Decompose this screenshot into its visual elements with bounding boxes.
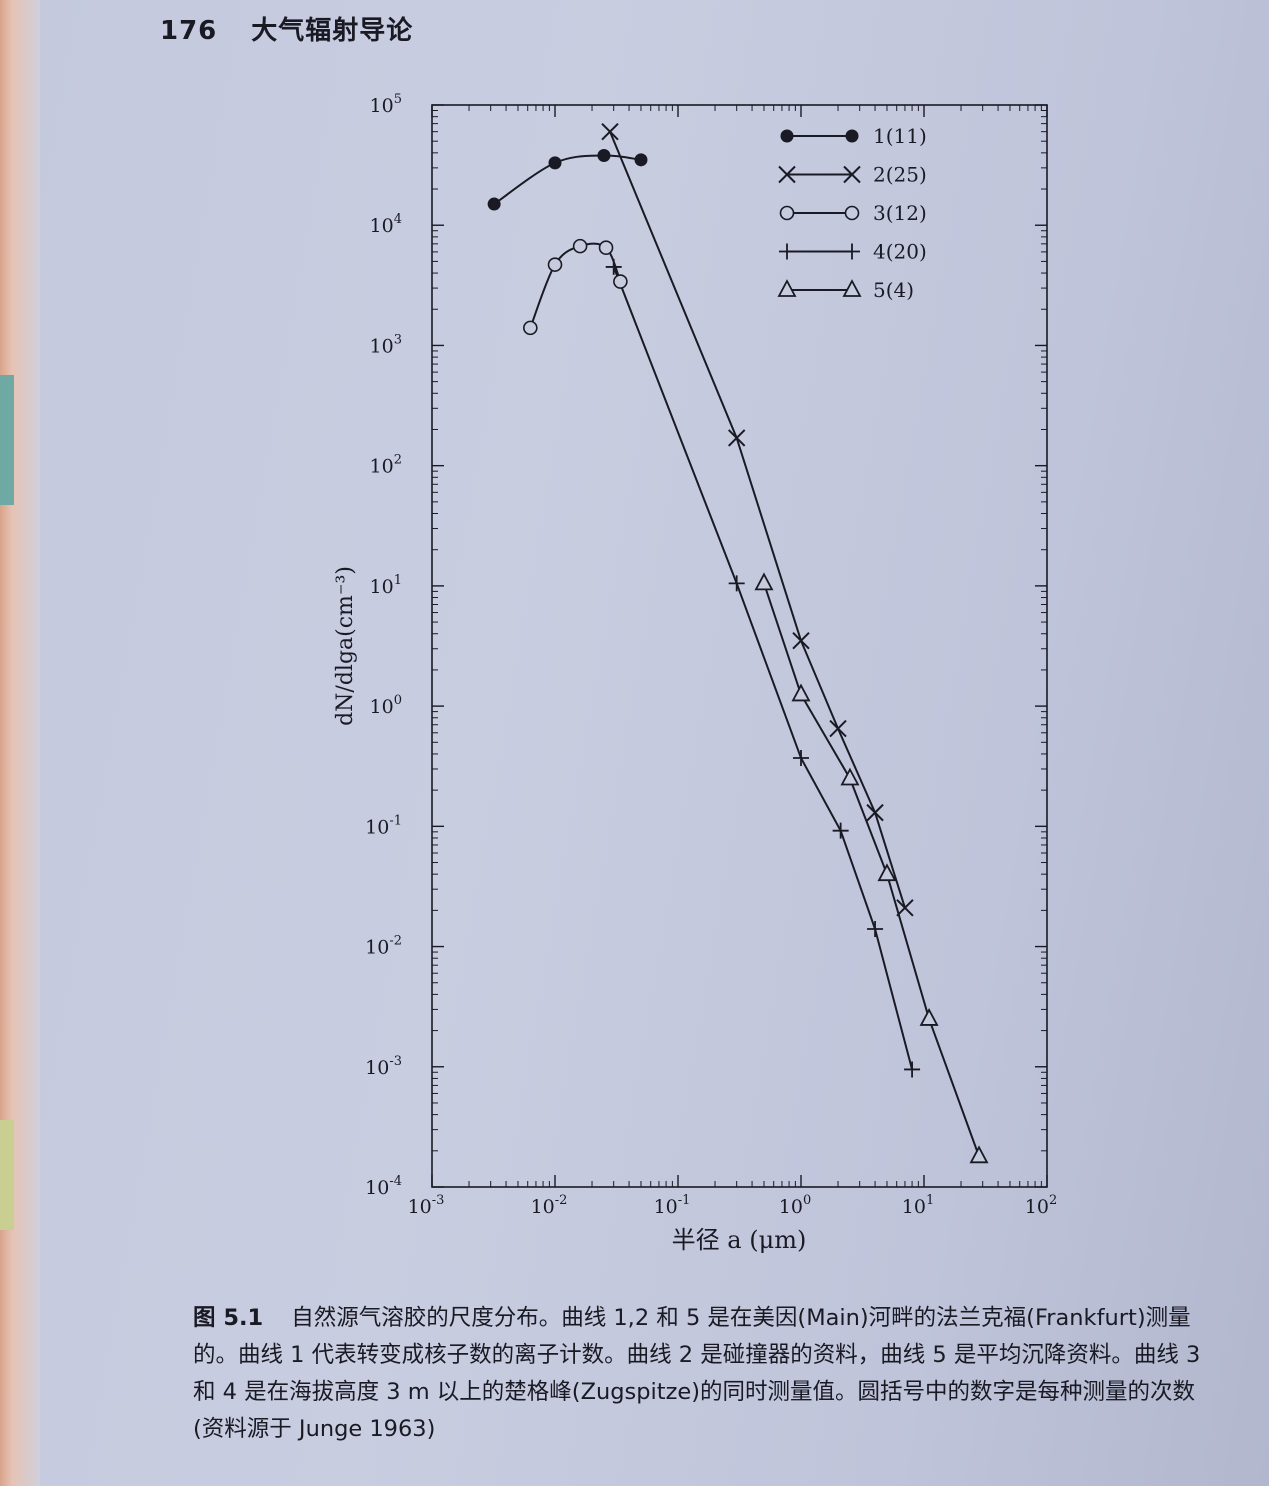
data-point <box>547 257 563 272</box>
data-point <box>754 572 774 591</box>
data-point <box>793 750 809 767</box>
legend-markers <box>779 205 860 221</box>
data-point <box>548 156 562 170</box>
data-point <box>843 165 861 184</box>
series-line <box>493 154 642 205</box>
y-tick-label: 100 <box>370 693 402 718</box>
y-tick-label: 101 <box>370 573 402 598</box>
data-point <box>919 1008 939 1026</box>
series-line <box>529 242 622 329</box>
data-point <box>597 149 611 163</box>
plot-frame <box>431 104 1048 1188</box>
legend-label: 5(4) <box>873 278 914 302</box>
y-tick-label: 103 <box>370 332 402 357</box>
data-point <box>792 631 810 650</box>
data-point <box>634 153 648 167</box>
series-line <box>763 583 980 1157</box>
series-markers <box>487 122 989 1164</box>
series-line <box>612 266 914 1070</box>
data-point <box>727 429 746 447</box>
data-point <box>832 822 849 839</box>
data-point <box>969 1145 989 1164</box>
data-point <box>867 920 884 937</box>
book-title: 大气辐射导论 <box>251 16 414 46</box>
legend-markers <box>780 129 859 143</box>
legend-label: 1(11) <box>873 124 927 148</box>
data-point <box>777 279 797 297</box>
data-point <box>840 767 860 786</box>
x-tick-label: 102 <box>1025 1193 1057 1218</box>
data-point <box>779 205 795 221</box>
y-tick-label: 10-2 <box>365 934 402 959</box>
figure-number: 图 5.1 <box>193 1305 264 1331</box>
x-tick-label: 10-2 <box>531 1193 568 1218</box>
size-distribution-chart: 10-3 10-2 10-1 100 101 10210-410-310-210-1100… <box>333 92 1057 1254</box>
data-point <box>778 165 796 184</box>
legend: 1(11) 2(25) 3(12) 4(20) 5(4) <box>777 124 927 302</box>
series-markers-group <box>487 149 648 211</box>
data-point <box>523 320 538 336</box>
data-point <box>598 240 614 256</box>
data-point <box>896 899 914 917</box>
page-number: 176 <box>160 16 218 46</box>
x-tick-label: 100 <box>779 1193 811 1218</box>
data-point <box>866 803 884 822</box>
bookmark-tab <box>0 1120 14 1230</box>
x-tick-label: 101 <box>902 1193 934 1218</box>
axis-ticks <box>431 104 1048 1188</box>
legend-markers <box>779 243 860 260</box>
data-point <box>728 575 745 592</box>
data-point <box>779 243 795 260</box>
y-tick-label: 105 <box>370 92 402 117</box>
page-header: 176 大气辐射导论 <box>160 10 447 47</box>
x-tick-label: 10-1 <box>654 1193 691 1218</box>
y-tick-label: 104 <box>370 212 402 237</box>
data-point <box>829 719 847 738</box>
series-markers-group <box>605 258 921 1078</box>
y-tick-label: 102 <box>370 453 402 478</box>
legend-label: 3(12) <box>873 201 927 225</box>
data-point <box>842 279 862 297</box>
bookmark-tab <box>0 375 14 505</box>
x-tick-label: 10-3 <box>408 1193 445 1218</box>
y-axis-label: dN/dlga(cm⁻³) <box>333 566 358 726</box>
caption-text: 自然源气溶胶的尺度分布。曲线 1,2 和 5 是在美因(Main)河畔的法兰克福… <box>193 1305 1201 1442</box>
data-point <box>605 258 622 275</box>
legend-label: 4(20) <box>873 240 927 264</box>
y-tick-label: 10-1 <box>365 813 402 838</box>
figure-caption: 图 5.1 自然源气溶胶的尺度分布。曲线 1,2 和 5 是在美因(Main)河畔… <box>193 1300 1223 1448</box>
series-markers-group <box>601 122 914 917</box>
legend-markers <box>777 279 862 297</box>
series-lines <box>493 131 980 1157</box>
data-point <box>844 243 860 260</box>
legend-markers <box>778 165 861 184</box>
data-point <box>791 683 811 702</box>
data-point <box>487 197 501 211</box>
data-point <box>904 1061 921 1078</box>
legend-label: 2(25) <box>873 163 927 187</box>
data-point <box>601 122 619 141</box>
data-point <box>877 863 897 882</box>
series-line <box>609 131 906 909</box>
x-axis-label: 半径 a (μm) <box>672 1226 807 1254</box>
series-markers-group <box>523 238 628 336</box>
data-point <box>844 205 860 221</box>
page-edge <box>0 0 40 1486</box>
tick-labels: 10-3 10-2 10-1 100 101 10210-410-310-210-1100… <box>365 92 1057 1218</box>
series-markers-group <box>754 572 989 1164</box>
data-point <box>572 238 588 254</box>
data-point <box>613 274 628 289</box>
y-tick-label: 10-4 <box>365 1174 402 1199</box>
data-point <box>845 129 859 143</box>
y-tick-label: 10-3 <box>365 1054 402 1079</box>
data-point <box>780 129 794 143</box>
